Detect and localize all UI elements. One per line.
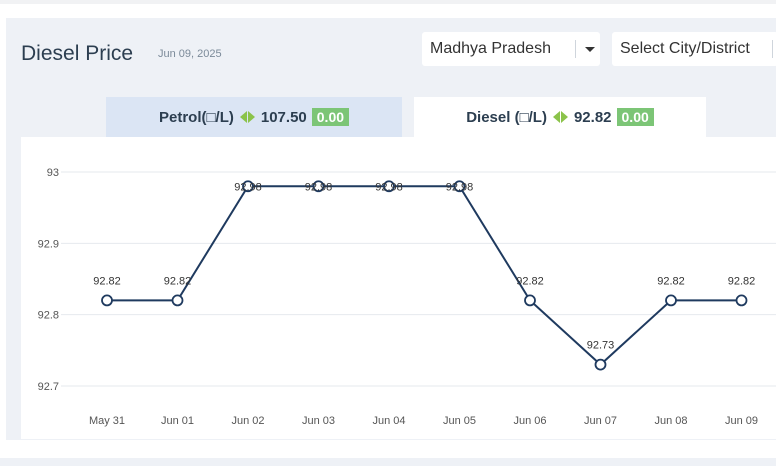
x-tick-label: Jun 07: [584, 415, 617, 427]
x-tick-label: Jun 09: [725, 415, 758, 427]
page-title: Diesel Price: [21, 42, 134, 65]
series-line: [107, 185, 742, 366]
tab-label: Diesel (□/L): [466, 108, 547, 126]
data-point: [453, 180, 466, 193]
change-badge: 0.00: [311, 108, 350, 126]
date-label: Jun 09, 2025: [158, 48, 222, 60]
x-tick-label: Jun 03: [302, 415, 335, 427]
y-tick-label: 92.7: [38, 381, 59, 393]
state-select[interactable]: Madhya Pradesh: [422, 32, 600, 66]
data-point: [383, 180, 395, 193]
tab-price: 92.82: [573, 108, 612, 126]
data-point: [524, 294, 536, 307]
x-tick-label: Jun 04: [372, 415, 405, 427]
state-select-separator: [575, 40, 576, 58]
bottom-strip: [0, 458, 776, 466]
city-select-separator: [772, 40, 773, 58]
x-tick-label: Jun 06: [513, 415, 546, 427]
y-tick-label: 92.8: [38, 310, 59, 322]
data-label: 92.98: [305, 181, 333, 193]
data-label: 92.82: [657, 275, 685, 287]
x-tick-label: Jun 01: [161, 415, 194, 427]
x-tick-label: Jun 05: [443, 415, 476, 427]
x-tick-label: May 31: [89, 415, 125, 427]
state-select-value: Madhya Pradesh: [430, 40, 551, 57]
price-panel: Diesel Price Jun 09, 2025 Madhya Pradesh…: [6, 18, 776, 440]
data-point: [594, 358, 607, 371]
data-point: [242, 180, 254, 193]
data-label: 92.98: [375, 181, 403, 193]
tab-diesel[interactable]: Diesel (□/L) 92.82 0.00: [414, 97, 706, 137]
data-point: [665, 294, 677, 307]
data-label: 92.98: [234, 181, 262, 193]
data-label: 92.98: [446, 181, 474, 193]
y-tick-label: 93: [47, 167, 59, 179]
tab-petrol[interactable]: Petrol(□/L) 107.50 0.00: [106, 97, 402, 137]
data-label: 92.73: [587, 340, 615, 352]
chart-area: 92.7 92.8 92.9 93 May 31 Jun 01 Jun 02 Jun 03 Ju…: [21, 137, 776, 439]
x-tick-label: Jun 08: [654, 415, 687, 427]
data-point: [171, 294, 184, 307]
data-label: 92.82: [728, 275, 756, 287]
data-point: [312, 180, 325, 193]
y-tick-label: 92.9: [38, 238, 59, 250]
data-label: 92.82: [164, 275, 192, 287]
tab-label: Petrol(□/L): [158, 108, 234, 126]
chevron-down-icon[interactable]: [585, 47, 595, 52]
change-badge: 0.00: [616, 108, 654, 126]
price-line-chart: 92.7 92.8 92.9 93 May 31 Jun 01 Jun 02 Jun 03 Ju…: [38, 167, 776, 427]
top-strip: [0, 0, 776, 4]
data-point: [735, 294, 748, 307]
city-select-placeholder: Select City/District: [620, 40, 750, 57]
data-label: 92.82: [516, 275, 544, 287]
change-arrows-icon: [239, 111, 255, 123]
data-point: [101, 294, 113, 307]
tab-price: 107.50: [260, 108, 307, 126]
data-label: 92.82: [93, 275, 121, 287]
x-tick-label: Jun 02: [231, 415, 264, 427]
change-arrows-icon: [552, 111, 568, 123]
city-select[interactable]: Select City/District: [612, 32, 776, 66]
